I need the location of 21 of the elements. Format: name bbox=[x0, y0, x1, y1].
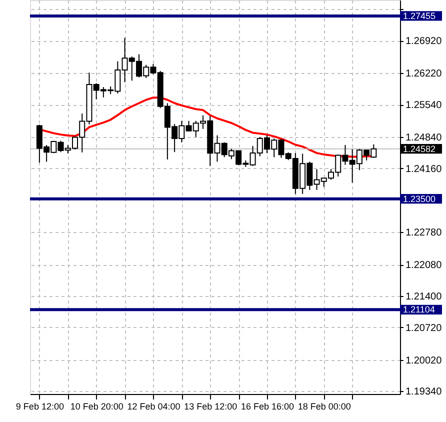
x-tick-label: 12 Feb 04:00 bbox=[127, 402, 180, 412]
y-tick-label: 1.22780 bbox=[406, 228, 442, 239]
x-tick-label: 10 Feb 20:00 bbox=[70, 402, 124, 412]
y-tick-label: 1.24840 bbox=[406, 132, 442, 144]
y-tick-label: 1.21400 bbox=[406, 291, 442, 302]
y-tick-label: 1.19340 bbox=[406, 386, 442, 398]
y-tick-label: 1.20720 bbox=[406, 322, 442, 334]
ref-line-label: 1.24582 bbox=[403, 144, 436, 154]
y-tick-label: 1.20020 bbox=[406, 355, 442, 366]
y-tick-label: 1.25540 bbox=[406, 100, 442, 112]
y-tick-label: 1.22080 bbox=[406, 260, 442, 272]
x-tick-label: 18 Feb 00:00 bbox=[298, 402, 351, 412]
x-tick-label: 13 Feb 12:00 bbox=[184, 402, 238, 412]
y-tick-label: 1.26920 bbox=[406, 36, 442, 48]
y-tick-label: 1.26220 bbox=[406, 68, 442, 80]
ref-line-label: 1.27455 bbox=[403, 10, 436, 21]
ref-line-label: 1.23500 bbox=[403, 194, 436, 204]
y-tick-label: 1.24160 bbox=[406, 164, 442, 175]
x-tick-label: 9 Feb 12:00 bbox=[16, 402, 64, 412]
x-tick-label: 16 Feb 16:00 bbox=[240, 402, 294, 412]
ref-line-label: 1.21104 bbox=[403, 304, 435, 315]
